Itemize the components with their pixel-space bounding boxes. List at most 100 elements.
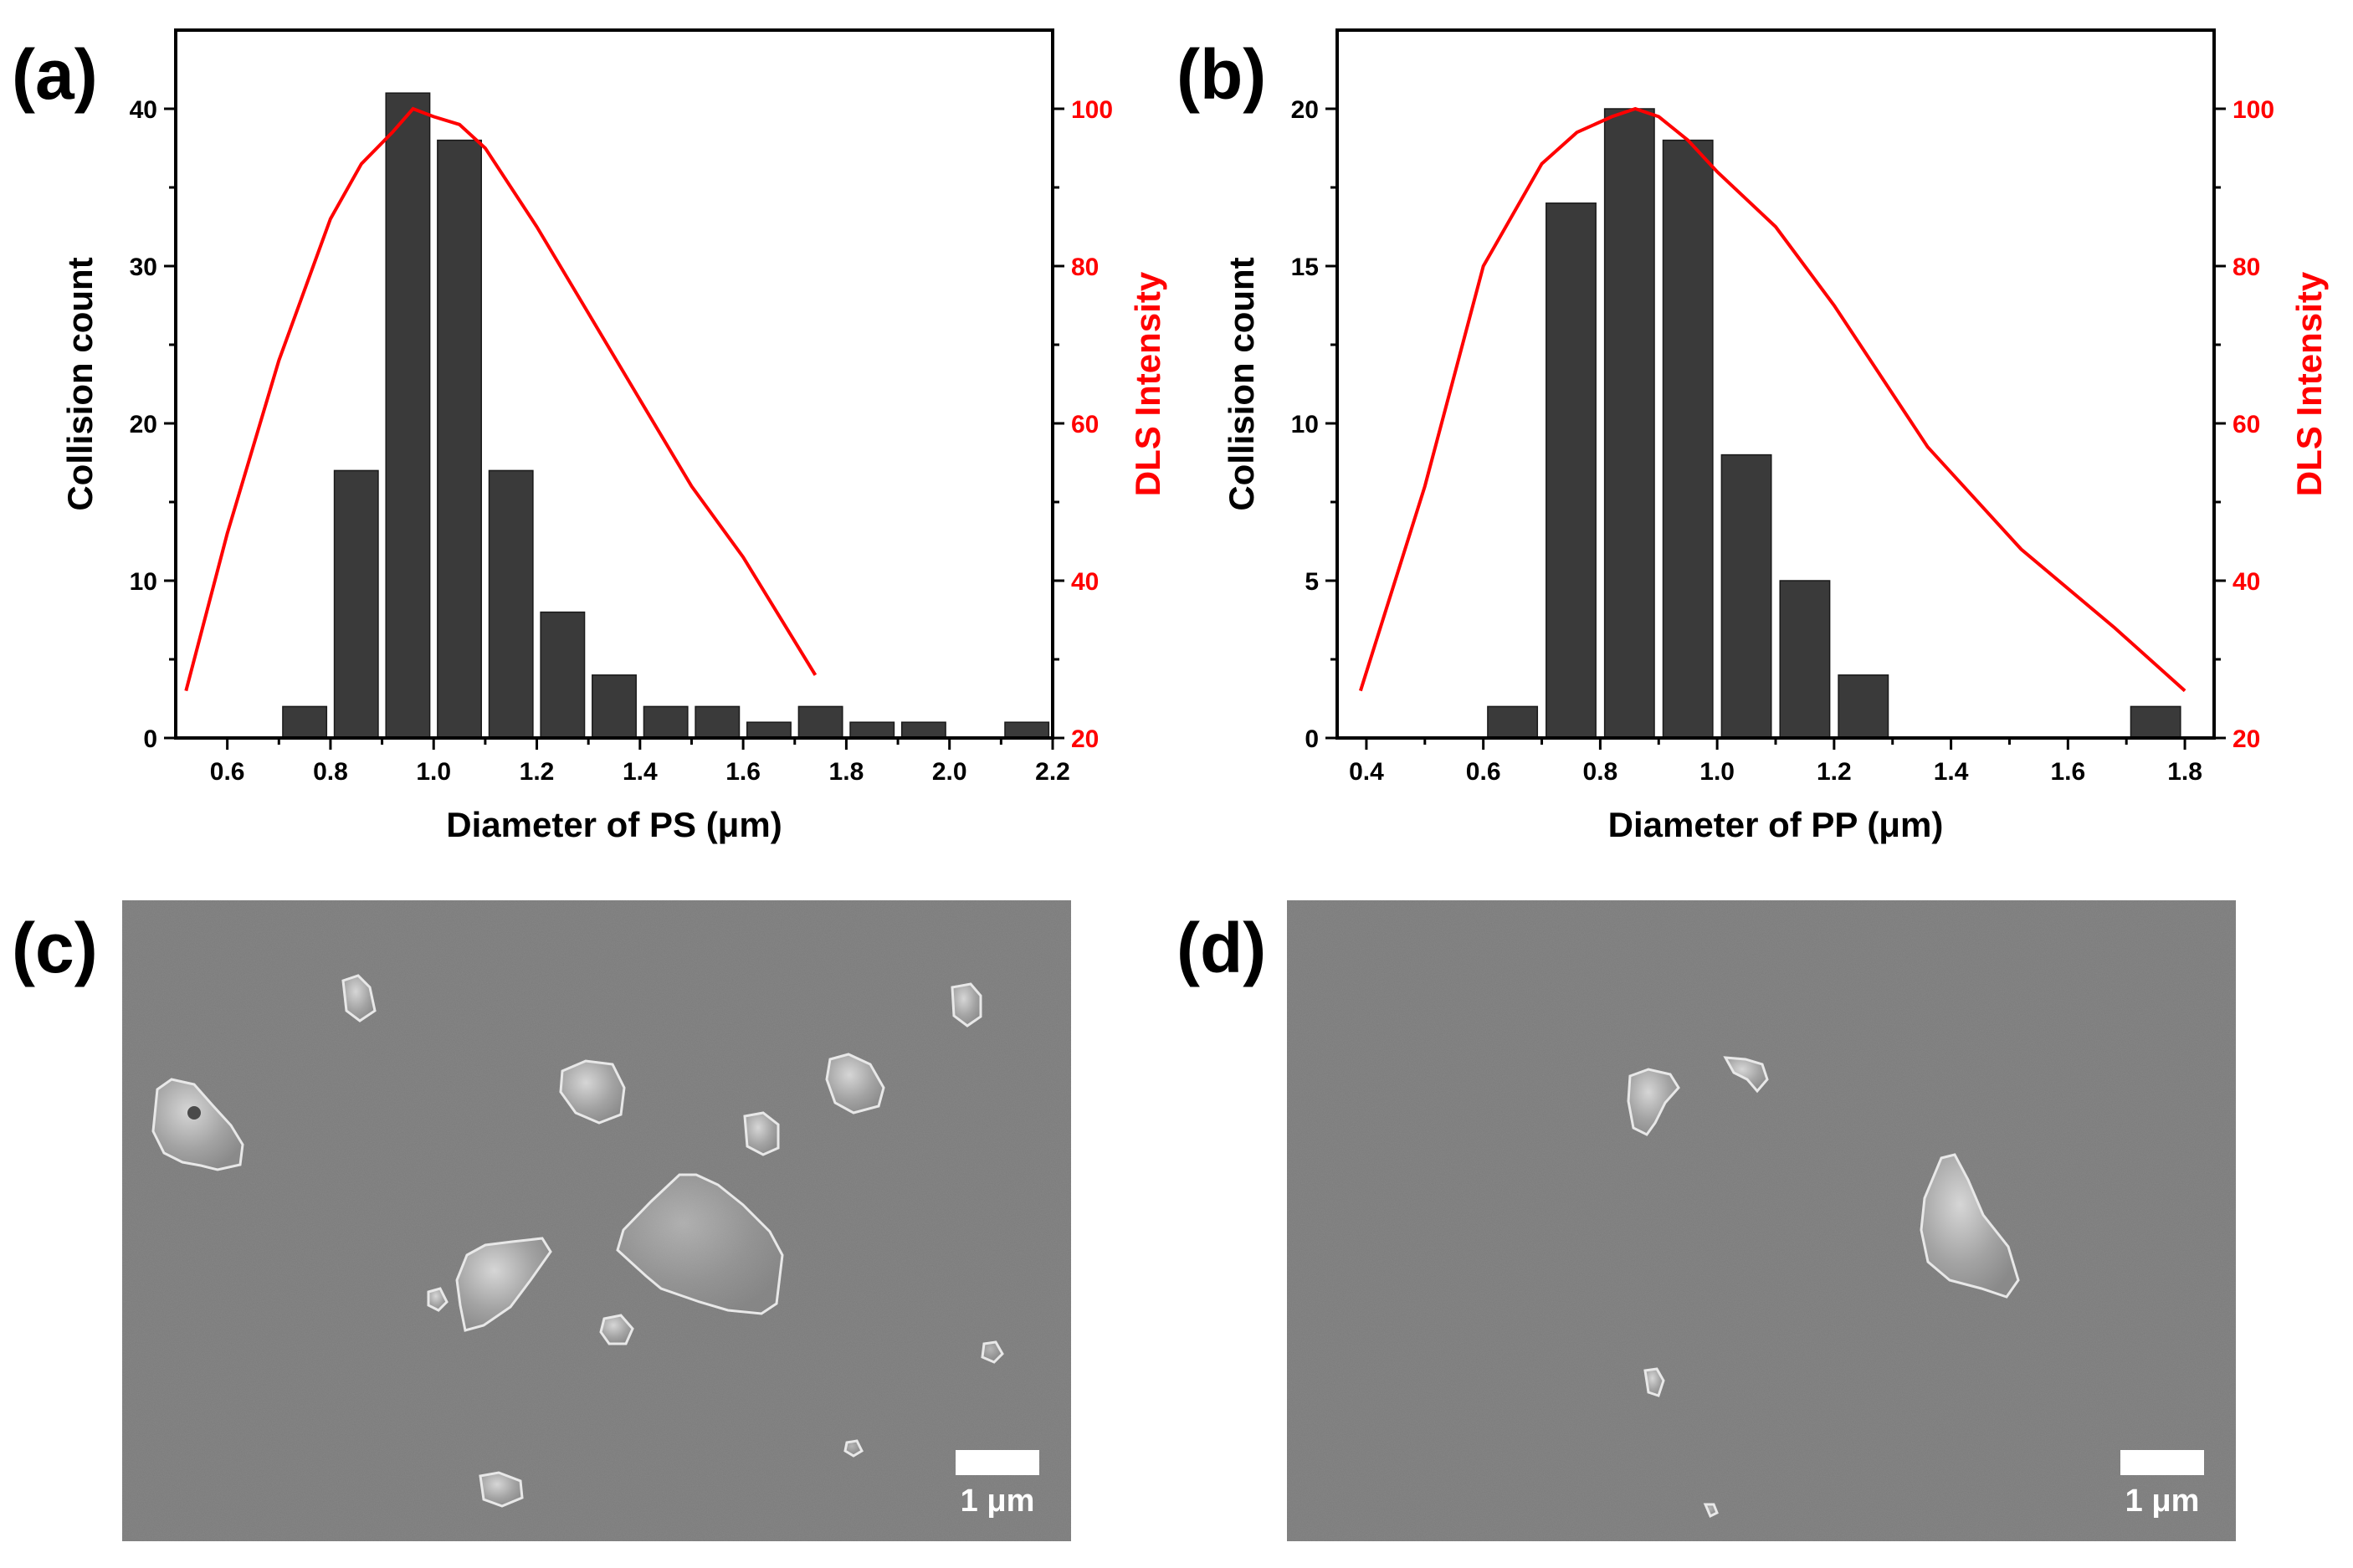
particle bbox=[743, 1111, 780, 1156]
chart-a-bar bbox=[797, 705, 843, 739]
chart-a-bar bbox=[333, 469, 379, 739]
chart-b-y-axis: 0 5 10 15 20 bbox=[1291, 96, 1337, 753]
chart-b-bars bbox=[1487, 108, 2181, 739]
chart-b-y2-tick-label: 40 bbox=[2233, 568, 2260, 596]
chart-b-frame bbox=[1335, 28, 2216, 740]
particle bbox=[981, 1340, 1004, 1364]
chart-a-bar bbox=[643, 705, 689, 739]
chart-b-dls-line bbox=[1358, 106, 2186, 693]
chart-b-x-axis: 0.4 0.6 0.8 1.0 1.2 1.4 1.6 1.8 bbox=[1349, 738, 2202, 786]
chart-a-x-tick-label: 1.2 bbox=[520, 758, 555, 786]
chart-b-x-tick-label: 1.0 bbox=[1699, 758, 1735, 786]
scale-bar-label-d: 1 μm bbox=[2125, 1483, 2200, 1519]
chart-b-y-tick-label: 15 bbox=[1291, 254, 1319, 281]
particle bbox=[559, 1059, 626, 1125]
particles-d bbox=[1627, 1056, 2020, 1519]
chart-a-bar bbox=[1004, 721, 1050, 739]
chart-b-bar bbox=[1603, 108, 1655, 739]
chart-a-x-axis: 0.6 0.8 1.0 1.2 1.4 1.6 1.8 2.0 2.2 bbox=[210, 738, 1070, 786]
chart-a-y2-tick-label: 40 bbox=[1071, 568, 1099, 596]
chart-a-bar bbox=[849, 721, 895, 739]
chart-a-x-tick-label: 2.0 bbox=[932, 758, 967, 786]
chart-a-x-tick-label: 0.8 bbox=[313, 758, 348, 786]
chart-b-x-tick-label: 1.2 bbox=[1817, 758, 1852, 786]
chart-a-bar bbox=[900, 721, 946, 739]
particle bbox=[616, 1173, 784, 1315]
chart-a-bar bbox=[282, 705, 328, 739]
chart-a-x-tick-label: 2.2 bbox=[1035, 758, 1070, 786]
particle bbox=[455, 1237, 552, 1332]
chart-a-bar bbox=[385, 92, 431, 739]
chart-a-x-tick-label: 1.6 bbox=[725, 758, 761, 786]
chart-a-dls-line bbox=[184, 106, 818, 692]
chart-b-y-tick-label: 20 bbox=[1291, 96, 1319, 124]
chart-b-y2-tick-label: 20 bbox=[2233, 725, 2260, 753]
particle bbox=[1703, 1503, 1719, 1519]
chart-b-bar bbox=[1546, 202, 1597, 739]
chart-b-bar bbox=[1779, 580, 1831, 739]
chart-b-x-tick-label: 1.8 bbox=[2167, 758, 2202, 786]
chart-b-bar bbox=[1838, 674, 1889, 739]
chart-a-y-tick-label: 10 bbox=[130, 568, 157, 596]
chart-a-y-tick-label: 20 bbox=[130, 411, 157, 438]
panel-label-d: (d) bbox=[1176, 909, 1266, 987]
chart-a-y2-tick-label: 60 bbox=[1071, 411, 1099, 438]
chart-a-bar bbox=[488, 469, 534, 739]
chart-b: 0.4 0.6 0.8 1.0 1.2 1.4 1.6 1.8 0 5 10 15 20 20 40 60… bbox=[1222, 28, 2329, 844]
chart-a-y2-tick-label: 100 bbox=[1071, 96, 1113, 124]
chart-b-y-tick-label: 10 bbox=[1291, 411, 1319, 438]
chart-b-y-tick-label: 0 bbox=[1305, 725, 1319, 753]
chart-a-y-axis: 0 10 20 30 40 bbox=[130, 96, 176, 753]
chart-b-bar bbox=[2130, 705, 2181, 739]
chart-a-x-tick-label: 1.4 bbox=[623, 758, 658, 786]
chart-a-y2-tick-label: 80 bbox=[1071, 254, 1099, 281]
particle bbox=[843, 1439, 864, 1458]
chart-b-y2-axis-title: DLS Intensity bbox=[2289, 271, 2329, 496]
chart-a-bar bbox=[592, 674, 637, 739]
chart-a-bars bbox=[282, 92, 1050, 739]
sem-noise-d bbox=[1287, 900, 2236, 1541]
chart-a-bar bbox=[746, 721, 792, 739]
chart-a-x-axis-title: Diameter of PS (μm) bbox=[446, 805, 782, 844]
chart-b-bar bbox=[1487, 705, 1539, 739]
particle bbox=[825, 1053, 885, 1115]
chart-a-bar bbox=[540, 611, 586, 739]
panel-label-b: (b) bbox=[1176, 35, 1266, 114]
chart-a-frame bbox=[174, 28, 1054, 740]
chart-b-x-tick-label: 0.4 bbox=[1349, 758, 1384, 786]
particle bbox=[599, 1314, 634, 1345]
panel-label-c: (c) bbox=[12, 909, 98, 987]
chart-a-bar bbox=[695, 705, 741, 739]
chart-a-x-tick-label: 1.0 bbox=[416, 758, 451, 786]
chart-b-bar bbox=[1662, 139, 1714, 739]
chart-b-x-axis-title: Diameter of PP (μm) bbox=[1608, 805, 1944, 844]
sem-image-d: 1 μm bbox=[1287, 900, 2236, 1541]
chart-b-y-axis-title: Collision count bbox=[1222, 257, 1261, 510]
chart-b-y-tick-label: 5 bbox=[1305, 568, 1319, 596]
particle bbox=[479, 1471, 524, 1508]
particle bbox=[951, 982, 982, 1027]
chart-a-y2-tick-label: 20 bbox=[1071, 725, 1099, 753]
chart-a-y-tick-label: 40 bbox=[130, 96, 157, 124]
chart-a-x-tick-label: 0.6 bbox=[210, 758, 245, 786]
chart-a-y-axis-title: Collision count bbox=[60, 257, 100, 510]
particle bbox=[1643, 1367, 1665, 1397]
chart-a-y2-axis-title: DLS Intensity bbox=[1128, 271, 1167, 496]
chart-a-x-tick-label: 1.8 bbox=[829, 758, 864, 786]
particles-c bbox=[151, 974, 1004, 1508]
particle bbox=[427, 1287, 449, 1312]
chart-b-y2-tick-label: 100 bbox=[2233, 96, 2274, 124]
chart-b-x-tick-label: 1.4 bbox=[1934, 758, 1969, 786]
chart-a-y-tick-label: 0 bbox=[143, 725, 157, 753]
particle bbox=[151, 1078, 244, 1171]
chart-a-y2-axis: 20 40 60 80 100 bbox=[1053, 96, 1113, 753]
particle bbox=[341, 974, 377, 1022]
particle bbox=[1920, 1153, 2020, 1299]
particle bbox=[1723, 1056, 1769, 1094]
particle-pore bbox=[187, 1106, 201, 1120]
chart-b-y2-axis: 20 40 60 80 100 bbox=[2214, 96, 2274, 753]
scale-bar-c bbox=[956, 1450, 1039, 1475]
chart-b-x-tick-label: 0.8 bbox=[1583, 758, 1618, 786]
chart-b-x-tick-label: 0.6 bbox=[1466, 758, 1501, 786]
